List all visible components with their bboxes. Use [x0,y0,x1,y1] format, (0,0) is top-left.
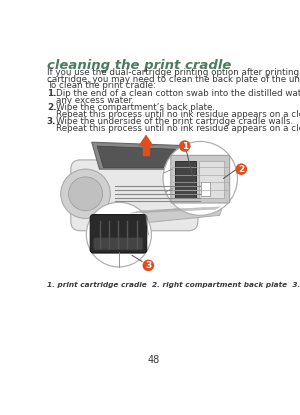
Polygon shape [92,142,196,169]
Circle shape [86,202,152,267]
Text: 1: 1 [182,142,188,151]
Text: 3.: 3. [47,117,56,126]
FancyBboxPatch shape [90,215,147,253]
FancyBboxPatch shape [175,161,196,198]
Text: cartridge, you may need to clean the back plate of the unused compartment.: cartridge, you may need to clean the bac… [47,75,300,84]
Text: 2: 2 [238,165,244,173]
Text: 1.: 1. [47,90,56,98]
Text: Repeat this process until no ink residue appears on a clean swab.: Repeat this process until no ink residue… [56,110,300,119]
Circle shape [142,260,154,271]
FancyBboxPatch shape [171,155,230,203]
Polygon shape [97,146,191,168]
Text: 3: 3 [145,261,152,270]
Text: cleaning the print cradle: cleaning the print cradle [47,59,231,72]
Text: Repeat this process until no ink residue appears on a clean swab.: Repeat this process until no ink residue… [56,124,300,133]
Polygon shape [127,204,224,225]
Circle shape [68,177,103,211]
Text: To clean the print cradle:: To clean the print cradle: [47,81,156,90]
FancyBboxPatch shape [201,182,210,196]
Circle shape [163,142,238,215]
Text: 48: 48 [148,355,160,365]
FancyBboxPatch shape [199,161,224,198]
Text: any excess water.: any excess water. [56,96,134,105]
Polygon shape [138,134,154,146]
FancyBboxPatch shape [71,160,198,231]
Text: 2.: 2. [47,103,56,112]
Text: Wipe the compartment’s back plate.: Wipe the compartment’s back plate. [56,103,215,112]
Circle shape [179,140,190,152]
Text: Wipe the underside of the print cartridge cradle walls.: Wipe the underside of the print cartridg… [56,117,293,126]
Circle shape [61,169,110,218]
FancyBboxPatch shape [93,238,143,250]
Text: If you use the dual-cartridge printing option after printing with only one: If you use the dual-cartridge printing o… [47,68,300,77]
Text: 1. print cartridge cradle  2. right compartment back plate  3. cradle wall: 1. print cartridge cradle 2. right compa… [47,282,300,288]
Text: Dip the end of a clean cotton swab into the distilled water and remove: Dip the end of a clean cotton swab into … [56,90,300,98]
Circle shape [236,164,247,175]
